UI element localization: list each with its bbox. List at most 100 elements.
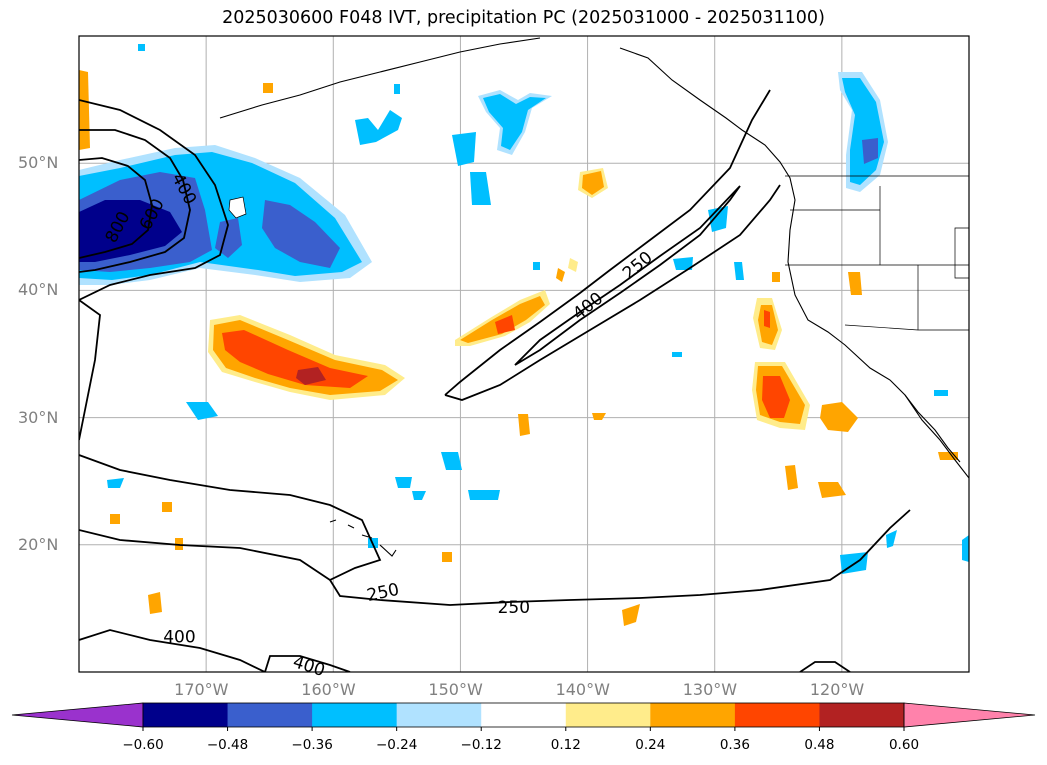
ivt-contour-label: 400 bbox=[569, 289, 607, 325]
ivt-contour-400-south3 bbox=[799, 661, 851, 672]
pos-precip-area bbox=[263, 83, 273, 93]
ivt-contour-label: 250 bbox=[498, 598, 530, 618]
neg-precip-area bbox=[468, 490, 500, 500]
ivt-contour-label: 250 bbox=[619, 248, 657, 284]
neg-precip-area bbox=[262, 200, 340, 268]
neg-precip-area bbox=[708, 206, 728, 232]
pos-precip-area bbox=[818, 482, 846, 498]
pos-precip-area bbox=[518, 414, 530, 436]
pos-precip-area bbox=[622, 604, 640, 626]
pos-precip-area bbox=[222, 330, 368, 388]
pos-precip-area bbox=[764, 310, 770, 328]
neg-precip-area bbox=[672, 352, 682, 357]
map-title: 2025030600 F048 IVT, precipitation PC (2… bbox=[222, 8, 825, 28]
colorbar-swatch bbox=[481, 703, 567, 727]
neg-precip-area bbox=[734, 262, 744, 280]
ivt-contour-600-nw bbox=[79, 129, 191, 273]
neg-precip-area bbox=[962, 535, 969, 562]
colorbar-tick-label: 0.12 bbox=[550, 737, 581, 753]
colorbar bbox=[11, 702, 1036, 731]
ivt-contour-label: 400 bbox=[163, 627, 195, 647]
neg-precip-area bbox=[441, 452, 462, 470]
neg-precip-area bbox=[107, 478, 124, 488]
pos-precip-area bbox=[582, 171, 604, 195]
neg-precip-area bbox=[412, 491, 426, 500]
hawaii-islands bbox=[329, 519, 397, 557]
lon-tick-label: 130°W bbox=[682, 680, 738, 699]
neg-precip-area bbox=[355, 110, 402, 145]
ivt-contour-250-south bbox=[79, 454, 911, 606]
colorbar-tick-label: −0.36 bbox=[291, 737, 333, 753]
ivt-contour-800-nw bbox=[79, 157, 153, 259]
pos-precip-area bbox=[162, 502, 172, 512]
pos-precip-area bbox=[556, 268, 565, 282]
colorbar-tick-label: 0.48 bbox=[804, 737, 835, 753]
colorbar-extend-low bbox=[11, 702, 144, 728]
ivt-contour-400-south2 bbox=[264, 655, 351, 672]
pos-precip-area bbox=[110, 514, 120, 524]
neg-precip-area bbox=[673, 257, 693, 270]
colorbar-tick-label: −0.48 bbox=[206, 737, 249, 753]
colorbar-tick-label: 0.36 bbox=[719, 737, 750, 753]
ivt-contour-400-nw bbox=[79, 99, 229, 301]
lat-tick-label: 30°N bbox=[18, 407, 59, 427]
ivt-contour-400-ne bbox=[514, 185, 741, 366]
pos-precip-area bbox=[296, 367, 326, 385]
pos-precip-area bbox=[148, 592, 162, 614]
colorbar-tick-label: −0.12 bbox=[460, 737, 502, 753]
lon-tick-label: 140°W bbox=[555, 680, 610, 699]
ivt-contour-400-south bbox=[79, 629, 266, 672]
pos-precip-area bbox=[820, 402, 858, 432]
ivt-contour-250-south-left bbox=[79, 529, 331, 581]
neg-precip-area bbox=[395, 477, 412, 488]
colorbar-extend-high bbox=[903, 702, 1036, 728]
colorbar-swatch bbox=[143, 703, 229, 727]
colorbar-swatch bbox=[227, 703, 313, 727]
colorbar-tick-label: 0.24 bbox=[635, 737, 666, 753]
precipitation-shading bbox=[79, 44, 969, 626]
ivt-contour-label: 250 bbox=[365, 580, 401, 606]
pos-precip-area bbox=[495, 315, 515, 334]
baja-coast bbox=[904, 394, 961, 463]
colorbar-swatch bbox=[565, 703, 651, 727]
ivt-contour-250-mid bbox=[79, 299, 101, 441]
aleutian-islands bbox=[219, 37, 541, 119]
neg-precip-area bbox=[862, 138, 878, 164]
pos-precip-area bbox=[175, 538, 183, 550]
us-state-lines bbox=[785, 175, 969, 331]
neg-precip-area bbox=[934, 390, 948, 396]
neg-precip-area bbox=[79, 200, 182, 262]
neg-precip-area bbox=[470, 172, 491, 205]
pos-precip-area bbox=[568, 258, 578, 272]
pos-precip-area bbox=[79, 70, 90, 150]
lon-tick-label: 170°W bbox=[174, 680, 229, 699]
lon-tick-label: 120°W bbox=[809, 680, 865, 699]
north-america-coast bbox=[619, 47, 969, 479]
lat-tick-label: 20°N bbox=[18, 534, 59, 554]
colorbar-swatch bbox=[396, 703, 482, 727]
colorbar-swatch bbox=[819, 703, 905, 727]
map-frame bbox=[78, 35, 970, 673]
pos-precip-area bbox=[442, 552, 452, 562]
lat-tick-label: 50°N bbox=[18, 153, 59, 173]
colorbar-tick-label: −0.24 bbox=[375, 737, 418, 753]
lon-tick-label: 150°W bbox=[428, 680, 483, 699]
neg-precip-area bbox=[886, 530, 897, 548]
neg-precip-area bbox=[533, 262, 540, 270]
pos-precip-area bbox=[592, 413, 606, 420]
ivt-contour-250-ne-lower bbox=[444, 184, 781, 401]
colorbar-tick-label: −0.60 bbox=[122, 737, 164, 753]
coastlines bbox=[219, 37, 969, 557]
pos-precip-area bbox=[848, 272, 862, 295]
pos-precip-area bbox=[785, 465, 798, 490]
neg-precip-area bbox=[452, 132, 476, 166]
pos-precip-area bbox=[772, 272, 780, 282]
ivt-contour-250-ne bbox=[444, 89, 771, 396]
ivt-contour-label: 400 bbox=[290, 652, 327, 681]
neg-precip-area bbox=[394, 84, 400, 94]
neg-precip-area bbox=[186, 402, 218, 420]
no-precip-hole bbox=[228, 196, 247, 219]
lat-tick-label: 40°N bbox=[18, 280, 59, 300]
ivt-contours bbox=[79, 89, 911, 672]
